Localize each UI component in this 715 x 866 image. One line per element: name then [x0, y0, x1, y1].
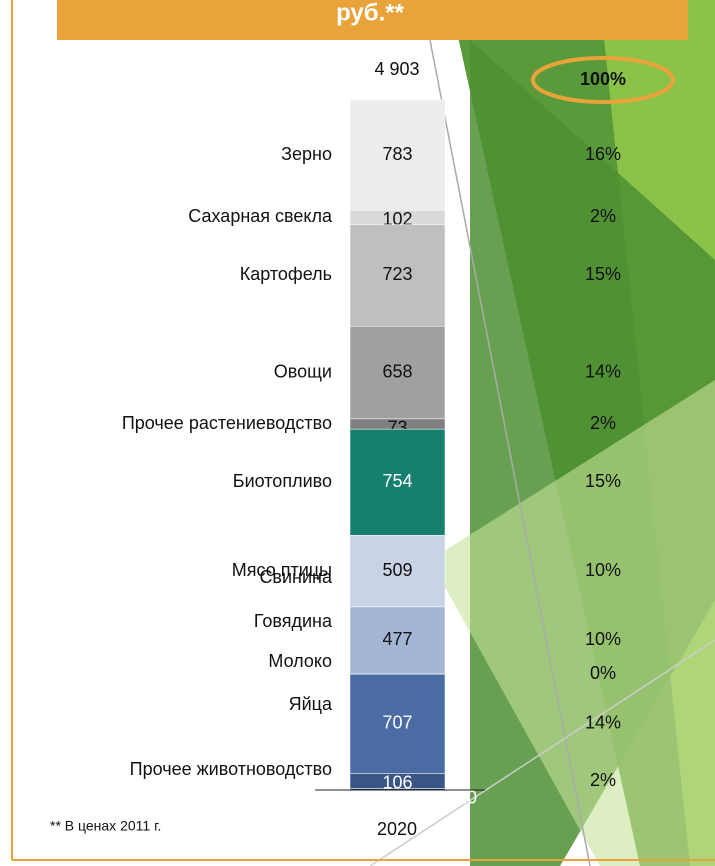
share-label: 2% — [590, 206, 616, 226]
category-label: Свинина — [259, 567, 333, 587]
value-label: 783 — [382, 144, 412, 164]
value-label: 707 — [382, 713, 412, 733]
category-label: Молоко — [268, 651, 332, 671]
category-label: Биотопливо — [233, 471, 332, 491]
footnote: ** В ценах 2011 г. — [50, 818, 161, 834]
bar-segment — [349, 673, 446, 774]
value-label: 102 — [382, 209, 412, 229]
value-label: 509 — [382, 560, 412, 580]
total-share: 100% — [580, 69, 626, 89]
bar-segment — [349, 326, 446, 420]
value-label: 754 — [382, 471, 412, 491]
share-label: 10% — [585, 560, 621, 580]
share-label: 10% — [585, 629, 621, 649]
x-label: 2020 — [377, 819, 417, 839]
decor — [429, 39, 591, 866]
share-label: 16% — [585, 144, 621, 164]
share-label: 2% — [590, 413, 616, 433]
category-label: Овощи — [274, 361, 332, 381]
highlight — [531, 56, 675, 104]
share-label: 14% — [585, 361, 621, 381]
bar-segment — [349, 99, 446, 211]
value-label: 477 — [382, 629, 412, 649]
category-label: Яйца — [289, 694, 333, 714]
share-label: 15% — [585, 264, 621, 284]
category-label: Прочее растениеводство — [122, 413, 332, 433]
value-label: 106 — [382, 772, 412, 792]
category-label: Прочее животноводство — [130, 759, 332, 779]
share-label: 14% — [585, 713, 621, 733]
title-bar — [57, 0, 688, 40]
category-label: Зерно — [281, 144, 332, 164]
category-label: Говядина — [254, 611, 333, 631]
title: руб.** — [336, 0, 405, 26]
share-label: 15% — [585, 471, 621, 491]
share-label: 2% — [590, 770, 616, 790]
value-label: 723 — [382, 264, 412, 284]
decor — [369, 639, 715, 866]
share-label: 0% — [590, 663, 616, 683]
bar-segment — [349, 224, 446, 327]
total-label: 4 903 — [374, 59, 419, 79]
category-label: Сахарная свекла — [188, 206, 333, 226]
category-label: Картофель — [240, 264, 332, 284]
category-label: Мясо птицы — [232, 560, 332, 580]
value-label: 10 — [457, 787, 477, 807]
decor — [430, 380, 715, 866]
bar-segment — [349, 535, 446, 608]
value-label: 658 — [382, 361, 412, 381]
bar-segment — [349, 606, 446, 675]
